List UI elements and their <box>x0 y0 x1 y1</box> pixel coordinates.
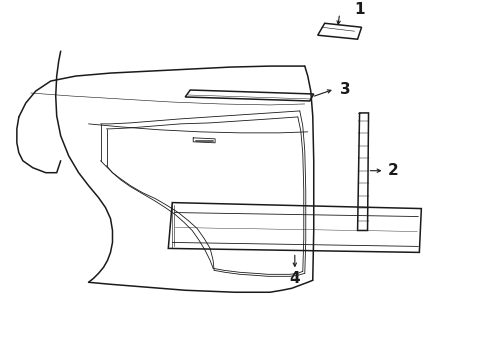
Text: 1: 1 <box>355 2 365 17</box>
Text: 2: 2 <box>388 163 398 178</box>
Text: 3: 3 <box>340 81 350 96</box>
Text: 4: 4 <box>290 271 300 286</box>
